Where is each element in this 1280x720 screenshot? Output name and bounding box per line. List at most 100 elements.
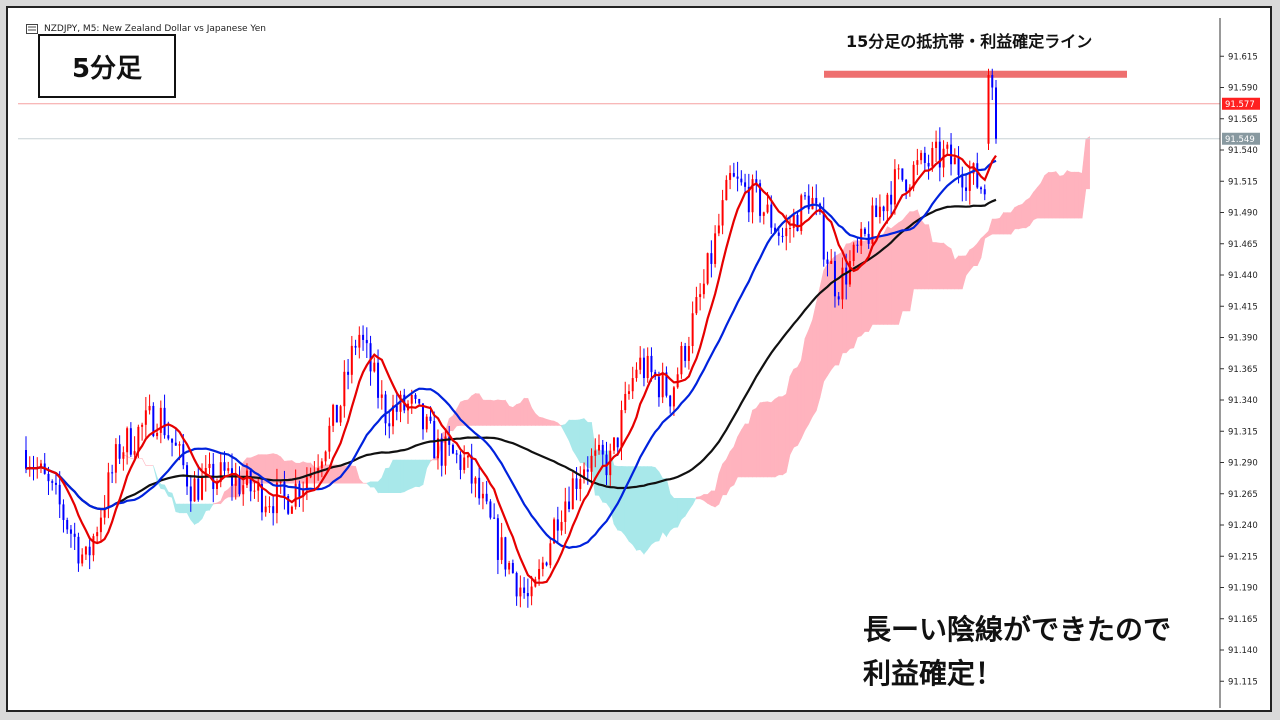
candle[interactable] [657, 371, 660, 407]
candle[interactable] [721, 189, 724, 235]
candle[interactable] [88, 536, 91, 570]
candle[interactable] [141, 422, 144, 441]
candle[interactable] [201, 463, 204, 501]
candle[interactable] [826, 251, 829, 277]
candle[interactable] [354, 339, 357, 356]
candle[interactable] [242, 476, 245, 506]
candle[interactable] [571, 471, 574, 510]
candle[interactable] [691, 301, 694, 354]
candle[interactable] [987, 68, 990, 150]
candle[interactable] [133, 436, 136, 458]
candle[interactable] [227, 461, 230, 474]
candle[interactable] [725, 175, 728, 201]
candle[interactable] [264, 495, 267, 517]
candle[interactable] [560, 510, 563, 536]
candle[interactable] [350, 335, 353, 384]
candle[interactable] [54, 472, 57, 495]
candle[interactable] [448, 425, 451, 456]
candle[interactable] [642, 348, 645, 387]
candle[interactable] [380, 380, 383, 410]
candle[interactable] [837, 292, 840, 306]
candle[interactable] [523, 577, 526, 599]
candle[interactable] [189, 474, 192, 512]
candle[interactable] [234, 462, 237, 500]
candle[interactable] [425, 414, 428, 433]
candle[interactable] [298, 480, 301, 508]
candle[interactable] [706, 252, 709, 286]
candle[interactable] [635, 362, 638, 382]
candle[interactable] [751, 174, 754, 224]
candle[interactable] [579, 466, 582, 502]
candle[interactable] [852, 242, 855, 267]
candle[interactable] [339, 404, 342, 426]
candle[interactable] [886, 192, 889, 224]
candle[interactable] [144, 396, 147, 439]
candle[interactable] [583, 462, 586, 484]
candle[interactable] [800, 193, 803, 235]
candle[interactable] [466, 454, 469, 468]
candle[interactable] [856, 238, 859, 253]
candle[interactable] [620, 400, 623, 461]
candle[interactable] [744, 173, 747, 194]
candle[interactable] [946, 141, 949, 156]
candle[interactable] [392, 394, 395, 435]
candle[interactable] [920, 150, 923, 165]
candle[interactable] [601, 439, 604, 468]
candle[interactable] [421, 403, 424, 440]
candle[interactable] [995, 80, 997, 144]
candle[interactable] [526, 578, 529, 608]
candle[interactable] [129, 422, 132, 457]
candle[interactable] [612, 436, 615, 455]
candle[interactable] [268, 496, 271, 514]
candle[interactable] [485, 480, 488, 505]
candle[interactable] [627, 384, 630, 400]
candle[interactable] [249, 468, 252, 502]
candle[interactable] [77, 532, 80, 572]
candle[interactable] [646, 347, 649, 383]
candle[interactable] [317, 454, 320, 481]
candle[interactable] [111, 464, 114, 484]
candle[interactable] [481, 481, 484, 510]
candle[interactable] [208, 452, 211, 475]
candle[interactable] [687, 336, 690, 370]
candle[interactable] [515, 571, 518, 606]
candle[interactable] [511, 559, 514, 574]
candle[interactable] [455, 450, 458, 464]
candle[interactable] [414, 393, 417, 404]
candle[interactable] [916, 148, 919, 176]
candle[interactable] [878, 194, 881, 224]
candle[interactable] [493, 503, 496, 520]
candle[interactable] [545, 561, 548, 567]
candle[interactable] [594, 438, 597, 468]
candle[interactable] [122, 446, 125, 471]
candle[interactable] [470, 443, 473, 494]
candle[interactable] [73, 522, 76, 551]
candle[interactable] [148, 394, 151, 415]
candle[interactable] [714, 225, 717, 268]
candle[interactable] [890, 181, 893, 216]
candle[interactable] [938, 127, 941, 182]
candle[interactable] [905, 178, 908, 200]
candle[interactable] [335, 404, 338, 423]
candle[interactable] [272, 494, 275, 526]
candle[interactable] [197, 464, 200, 502]
candle[interactable] [373, 357, 376, 373]
candle[interactable] [399, 390, 402, 423]
candle[interactable] [436, 429, 439, 470]
candle[interactable] [508, 560, 511, 575]
candle[interactable] [807, 184, 810, 214]
candle[interactable] [676, 367, 679, 389]
candle[interactable] [796, 210, 799, 232]
candle[interactable] [961, 166, 964, 202]
candle[interactable] [174, 428, 177, 446]
candle[interactable] [66, 517, 69, 534]
candle[interactable] [983, 184, 986, 201]
candle[interactable] [710, 240, 713, 278]
candle[interactable] [665, 366, 668, 398]
candle[interactable] [841, 257, 844, 309]
candle[interactable] [541, 556, 544, 577]
candle[interactable] [320, 458, 323, 478]
candle[interactable] [474, 476, 477, 498]
candle[interactable] [598, 434, 601, 455]
candle[interactable] [219, 453, 222, 488]
